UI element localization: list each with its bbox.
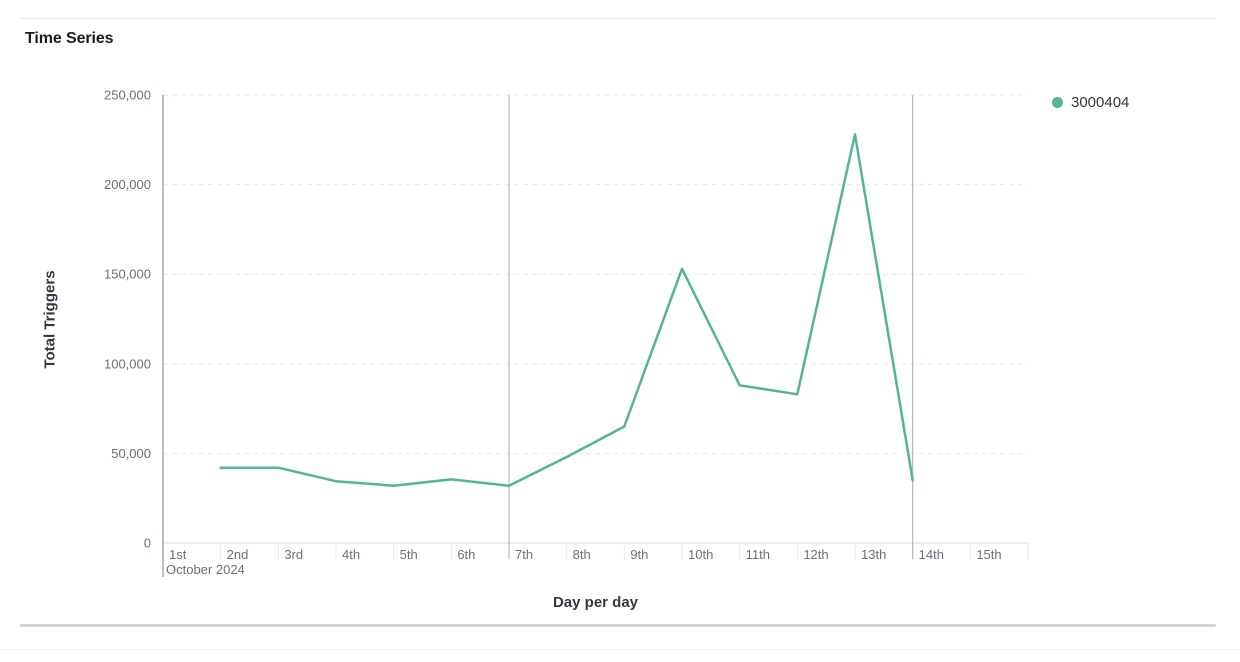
x-tick-label-7th: 7th — [515, 547, 533, 562]
x-tick-label-5th: 5th — [400, 547, 418, 562]
y-tick-label-200,000: 200,000 — [104, 177, 151, 192]
x-tick-label-15th: 15th — [976, 547, 1001, 562]
legend-item-3000404[interactable]: 3000404 — [1052, 94, 1129, 111]
x-axis-month-label: October 2024 — [166, 562, 245, 577]
x-tick-label-9th: 9th — [630, 547, 648, 562]
x-tick-label-1st: 1st — [169, 547, 187, 562]
x-tick-label-10th: 10th — [688, 547, 713, 562]
y-tick-label-0: 0 — [144, 536, 151, 551]
y-tick-label-50,000: 50,000 — [111, 446, 151, 461]
x-tick-label-12th: 12th — [803, 547, 828, 562]
series-line-3000404 — [219, 133, 914, 487]
y-tick-label-250,000: 250,000 — [104, 88, 151, 103]
x-tick-label-13th: 13th — [861, 547, 886, 562]
y-tick-label-150,000: 150,000 — [104, 267, 151, 282]
panel-bottom-divider — [0, 649, 1240, 650]
y-axis-title: Total Triggers — [41, 269, 59, 369]
x-tick-label-3rd: 3rd — [284, 547, 303, 562]
chart-title: Time Series — [25, 30, 114, 47]
horizontal-scrollbar[interactable] — [20, 624, 1216, 627]
x-tick-label-2nd: 2nd — [227, 547, 249, 562]
x-axis-title: Day per day — [552, 594, 639, 611]
x-tick-label-14th: 14th — [919, 547, 944, 562]
legend-series-label: 3000404 — [1071, 94, 1130, 111]
y-axis-title-wrap: Total Triggers — [38, 95, 62, 543]
x-tick-label-6th: 6th — [457, 547, 475, 562]
x-tick-label-4th: 4th — [342, 547, 360, 562]
panel-top-divider — [20, 18, 1216, 19]
x-tick-label-11th: 11th — [746, 547, 770, 562]
x-tick-label-8th: 8th — [573, 547, 591, 562]
y-tick-label-100,000: 100,000 — [104, 356, 151, 371]
legend-series-dot-icon — [1052, 97, 1063, 108]
